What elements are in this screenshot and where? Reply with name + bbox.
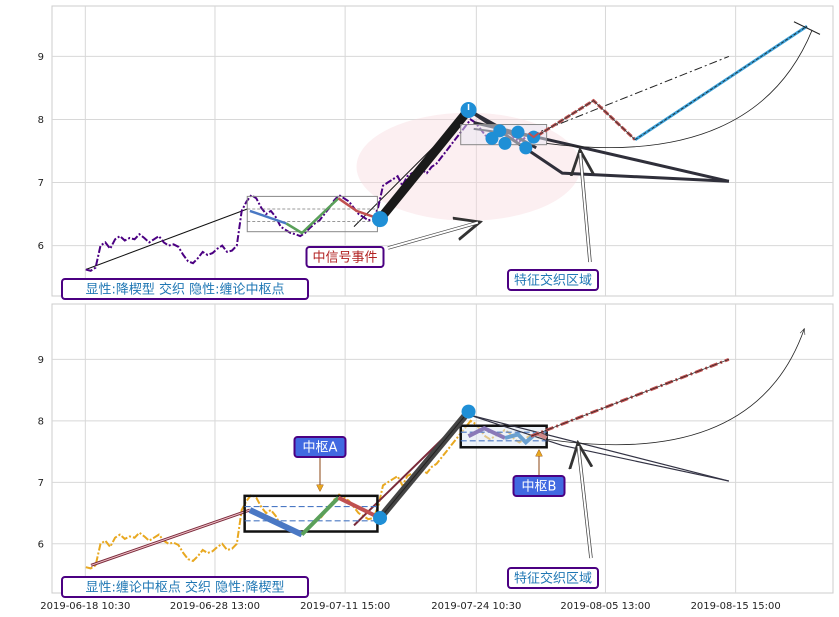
annotation-signal-event-box — [305, 246, 385, 268]
annotation-zone-b: 中枢B — [522, 480, 557, 495]
annotation-interweave-region-box — [507, 269, 599, 291]
x-tick-label: 2019-08-05 13:00 — [560, 601, 650, 612]
x-tick-label: 2019-08-15 15:00 — [691, 601, 781, 612]
trend-line — [85, 208, 248, 270]
annotation-top-pattern-box — [61, 278, 309, 300]
x-tick-label: 2019-07-11 15:00 — [300, 601, 390, 612]
annotation-top-pattern: 显性:降楔型 交织 隐性:缠论中枢点 — [85, 282, 284, 298]
segment-red — [337, 495, 381, 520]
y-tick-label: 7 — [38, 178, 44, 189]
projection-line-core — [530, 359, 729, 437]
main-up-leg-core — [379, 411, 469, 519]
segment-blue — [248, 507, 304, 538]
annotation-zone-b-group: 中枢B — [512, 475, 566, 497]
projection-blue-core — [634, 25, 808, 141]
annotation-zone-a: 中枢A — [303, 441, 338, 456]
region-arrow-fill — [579, 152, 591, 263]
event-point — [498, 136, 512, 150]
y-tick-label: 8 — [38, 416, 44, 427]
event-point — [493, 124, 507, 138]
projection-arc — [546, 329, 805, 446]
y-tick-label: 9 — [38, 355, 44, 366]
annotation-bottom-pattern: 显性:缠论中枢点 交织 隐性:降楔型 — [85, 580, 284, 596]
x-tick-label: 2019-06-28 13:00 — [170, 601, 260, 612]
annotation-signal-event-group: 中信号事件 — [305, 246, 385, 268]
annotation-bottom-pattern-box — [61, 576, 309, 598]
x-tick-label: 2019-06-18 10:30 — [40, 601, 130, 612]
segment-lightblue — [504, 431, 538, 446]
pivot-point — [373, 510, 388, 525]
projection-line — [530, 55, 730, 136]
projection-arc — [546, 29, 813, 149]
plot-area-top — [51, 5, 834, 297]
annotation-bottom-pattern-group: 显性:缠论中枢点 交织 隐性:降楔型 — [61, 576, 309, 598]
fan-line — [468, 414, 730, 482]
annotation-zone-b-box — [512, 475, 566, 497]
event-point — [519, 141, 533, 155]
y-tick-label: 9 — [38, 52, 44, 63]
segment-red — [337, 197, 381, 221]
annotation-zone-a-group: 中枢A — [293, 436, 347, 458]
annotation-interweave-region-group: 特征交织区域 — [507, 567, 599, 589]
annotation-interweave-region-group: 特征交织区域 — [507, 269, 599, 291]
segment-green — [285, 197, 340, 235]
fan-line — [468, 414, 730, 482]
event-marker — [527, 132, 540, 139]
y-tick-label: 7 — [38, 478, 44, 489]
pivot-point — [372, 211, 389, 228]
annotation-interweave-region: 特征交织区域 — [514, 273, 592, 289]
event-point — [511, 125, 525, 139]
region-arrow-fill — [577, 445, 592, 559]
pivot-point — [461, 404, 476, 419]
annotation-interweave-region-box — [507, 567, 599, 589]
annotation-signal-event: 中信号事件 — [312, 251, 377, 266]
y-tick-label: 8 — [38, 115, 44, 126]
segment-green — [300, 496, 340, 537]
segment-purple — [467, 425, 506, 440]
trend-line-core — [90, 509, 251, 566]
signal-arrow-fill — [387, 221, 479, 249]
segment-blue — [249, 209, 287, 225]
annotation-zone-a-box — [293, 436, 347, 458]
projection-zigzag-core — [530, 100, 636, 141]
y-tick-label: 6 — [38, 241, 44, 252]
main-up-leg — [376, 107, 472, 222]
annotation-top-pattern-group: 显性:降楔型 交织 隐性:缠论中枢点 — [61, 278, 309, 300]
plot-area-bottom — [51, 303, 834, 594]
y-tick-label: 6 — [38, 539, 44, 550]
x-tick-label: 2019-07-24 10:30 — [431, 601, 521, 612]
annotation-interweave-region: 特征交织区域 — [514, 571, 592, 587]
projection-cap — [793, 21, 821, 35]
